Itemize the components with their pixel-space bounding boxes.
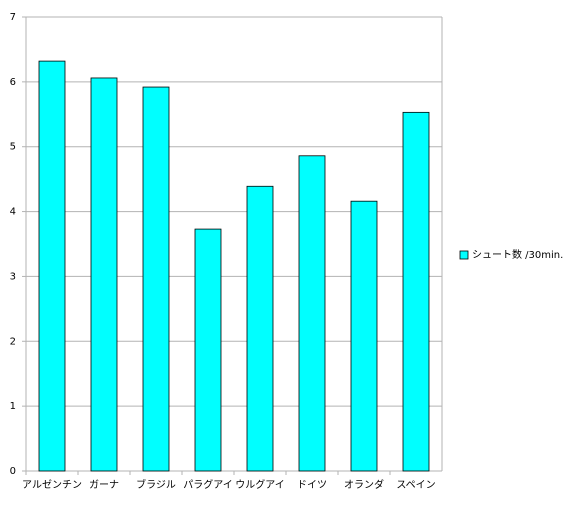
y-tick-label: 1 [10, 401, 16, 412]
bar [350, 200, 378, 472]
bar [194, 228, 222, 472]
legend-swatch [459, 250, 469, 260]
y-tick-label: 5 [10, 142, 16, 153]
y-tick-label: 4 [10, 207, 16, 218]
bar [246, 185, 274, 472]
bar [38, 60, 66, 472]
x-tick-label: ウルグアイ [235, 478, 285, 491]
bar [298, 155, 326, 472]
y-tick-label: 7 [10, 12, 16, 23]
y-tick-label: 2 [10, 336, 16, 347]
legend-label: シュート数 /30min. [472, 248, 563, 261]
x-tick-label: アルゼンチン [22, 479, 82, 491]
x-tick-label: ブラジル [136, 478, 176, 491]
x-tick-label: オランダ [344, 478, 384, 491]
y-tick-label: 0 [10, 466, 16, 477]
x-tick-label: ドイツ [297, 480, 327, 491]
x-tick-label: ガーナ [89, 479, 119, 491]
bar [402, 111, 430, 472]
bar [90, 77, 118, 472]
y-tick-label: 3 [10, 271, 16, 282]
bar [142, 86, 170, 472]
y-tick-label: 6 [10, 77, 16, 88]
x-tick-label: スペイン [396, 480, 435, 491]
x-tick-label: パラグアイ [183, 478, 233, 491]
